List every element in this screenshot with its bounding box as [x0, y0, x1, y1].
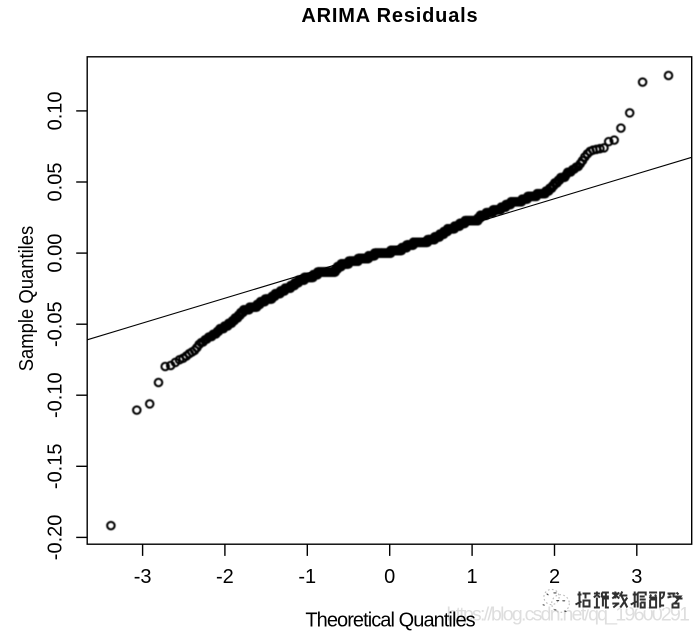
- svg-text:1: 1: [467, 566, 478, 588]
- svg-text:0.10: 0.10: [45, 91, 67, 130]
- svg-text:-1: -1: [298, 566, 316, 588]
- svg-text:-0.05: -0.05: [45, 301, 67, 347]
- svg-text:-0.15: -0.15: [45, 444, 67, 490]
- svg-text:ARIMA Residuals: ARIMA Residuals: [301, 5, 477, 27]
- svg-text:-3: -3: [134, 566, 152, 588]
- svg-text:https://blog.csdn.net/qq_19600: https://blog.csdn.net/qq_19600291: [447, 604, 691, 626]
- svg-text:0.05: 0.05: [45, 163, 67, 202]
- svg-text:3: 3: [631, 566, 642, 588]
- svg-text:Theoretical Quantiles: Theoretical Quantiles: [305, 610, 475, 632]
- svg-text:0.00: 0.00: [45, 234, 67, 273]
- svg-text:-0.20: -0.20: [45, 515, 67, 561]
- svg-text:-2: -2: [216, 566, 234, 588]
- svg-text:2: 2: [549, 566, 560, 588]
- svg-text:Sample Quantiles: Sample Quantiles: [16, 226, 38, 372]
- svg-text:0: 0: [384, 566, 395, 588]
- svg-text:-0.10: -0.10: [45, 372, 67, 418]
